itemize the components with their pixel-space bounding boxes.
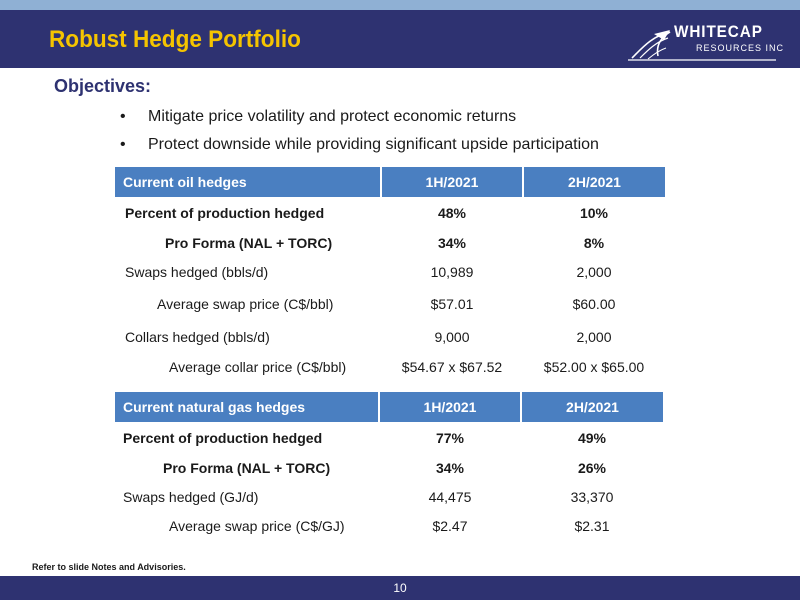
slide-title: Robust Hedge Portfolio (49, 26, 301, 53)
table-row: Average collar price (C$/bbl) $54.67 x $… (115, 352, 665, 381)
row-label: Average swap price (C$/bbl) (157, 296, 334, 312)
objective-item: • Mitigate price volatility and protect … (120, 104, 599, 132)
cell-2h: 26% (577, 459, 607, 476)
whitecap-wave-icon (628, 30, 776, 61)
cell-1h: 34% (437, 234, 467, 251)
cell-2h: $2.31 (574, 518, 610, 534)
company-logo: WHITECAP RESOURCES INC (626, 18, 792, 64)
cell-2h: $60.00 (572, 296, 616, 312)
column-header: Current natural gas hedges (115, 392, 380, 422)
column-header: 2H/2021 (521, 392, 663, 422)
row-label: Pro Forma (NAL + TORC) (163, 459, 331, 476)
cell-1h: 34% (435, 459, 465, 476)
cell-1h: 48% (437, 204, 467, 221)
objective-text: Protect downside while providing signifi… (148, 136, 599, 153)
row-label: Collars hedged (bbls/d) (125, 328, 270, 345)
row-label: Average swap price (C$/GJ) (169, 518, 345, 534)
objective-item: • Protect downside while providing signi… (120, 132, 599, 160)
slide-header: Robust Hedge Portfolio WHITECAP RESOURCE… (0, 10, 800, 68)
table-row: Pro Forma (NAL + TORC) 34% 8% (115, 228, 665, 257)
table-row: Average swap price (C$/GJ) $2.47 $2.31 (115, 511, 663, 541)
footnote: Refer to slide Notes and Advisories. (32, 562, 186, 572)
cell-2h: 8% (583, 234, 605, 251)
cell-1h: 77% (435, 429, 465, 446)
table-header-row: Current oil hedges 1H/2021 2H/2021 (115, 167, 665, 197)
column-header: 1H/2021 (381, 167, 524, 197)
cell-1h: 9,000 (434, 328, 470, 345)
bullet-icon: • (120, 108, 126, 125)
logo-wordmark: WHITECAP (674, 22, 763, 41)
row-label: Percent of production hedged (123, 429, 323, 446)
cell-2h: 33,370 (570, 488, 614, 505)
cell-2h: $52.00 x $65.00 (543, 358, 645, 375)
table-row: Percent of production hedged 48% 10% (115, 197, 665, 228)
cell-1h: $54.67 x $67.52 (401, 358, 503, 375)
page-number: 10 (393, 581, 407, 595)
row-label: Average collar price (C$/bbl) (169, 358, 347, 375)
oil-hedges-table: Current oil hedges 1H/2021 2H/2021 Perce… (115, 167, 665, 381)
table-row: Collars hedged (bbls/d) 9,000 2,000 (115, 321, 665, 352)
table-row: Swaps hedged (GJ/d) 44,475 33,370 (115, 482, 663, 511)
top-accent-strip (0, 0, 800, 10)
cell-1h: 10,989 (430, 264, 474, 280)
table-row: Percent of production hedged 77% 49% (115, 422, 663, 453)
table-header-row: Current natural gas hedges 1H/2021 2H/20… (115, 392, 663, 422)
objective-text: Mitigate price volatility and protect ec… (148, 108, 517, 125)
column-header: Current oil hedges (115, 167, 382, 197)
slide-footer: 10 (0, 576, 800, 600)
cell-2h: 2,000 (576, 328, 612, 345)
table-row: Average swap price (C$/bbl) $57.01 $60.0… (115, 287, 665, 321)
gas-hedges-table: Current natural gas hedges 1H/2021 2H/20… (115, 392, 663, 541)
table-row: Pro Forma (NAL + TORC) 34% 26% (115, 453, 663, 482)
bullet-icon: • (120, 136, 126, 153)
row-label: Percent of production hedged (125, 204, 325, 221)
cell-1h: $57.01 (430, 296, 474, 312)
objectives-list: • Mitigate price volatility and protect … (120, 104, 599, 160)
column-header: 2H/2021 (523, 167, 665, 197)
cell-1h: $2.47 (432, 518, 468, 534)
cell-1h: 44,475 (428, 488, 472, 505)
objectives-heading: Objectives: (54, 76, 152, 96)
logo-subtext: RESOURCES INC (696, 43, 785, 53)
cell-2h: 10% (579, 204, 609, 221)
table-row: Swaps hedged (bbls/d) 10,989 2,000 (115, 257, 665, 287)
column-header: 1H/2021 (379, 392, 522, 422)
cell-2h: 49% (577, 429, 607, 446)
row-label: Swaps hedged (GJ/d) (123, 488, 259, 505)
row-label: Swaps hedged (bbls/d) (125, 264, 269, 280)
cell-2h: 2,000 (576, 264, 612, 280)
row-label: Pro Forma (NAL + TORC) (165, 234, 333, 251)
